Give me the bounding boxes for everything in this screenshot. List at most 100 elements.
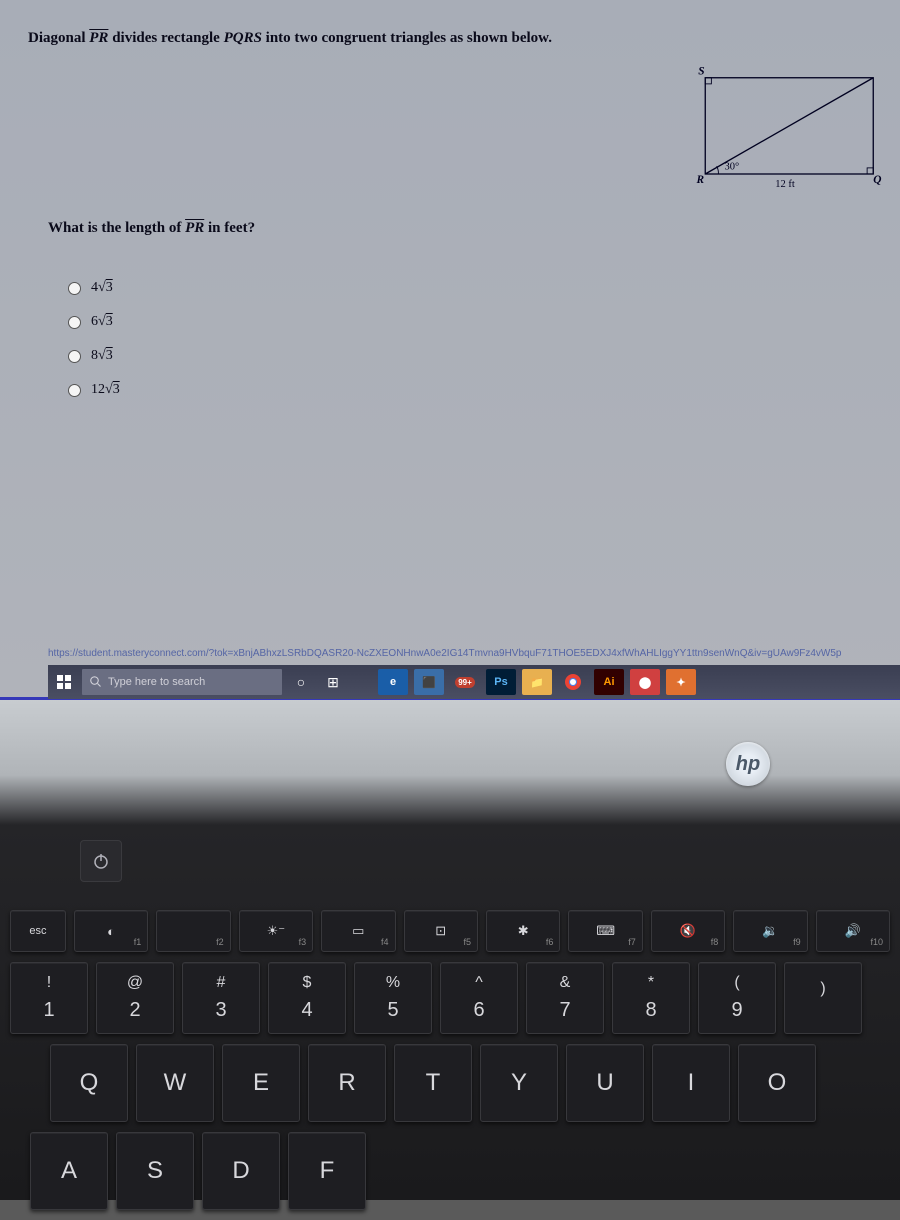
sq-prefix: What is the length of bbox=[48, 220, 185, 236]
radio-icon[interactable] bbox=[68, 350, 81, 363]
label-r: R bbox=[696, 174, 705, 186]
key-f8[interactable]: 🔇f8 bbox=[651, 910, 725, 952]
key-6[interactable]: ^6 bbox=[440, 962, 518, 1034]
key-F[interactable]: F bbox=[288, 1132, 366, 1210]
key-O[interactable]: O bbox=[738, 1044, 816, 1122]
fn-row: esc◐f1f2☀⁻f3▭f4⊡f5✱f6⌨f7🔇f8🔉f9🔊f10 bbox=[10, 910, 890, 952]
search-placeholder: Type here to search bbox=[108, 676, 205, 688]
app-orange[interactable]: ✦ bbox=[666, 669, 696, 695]
key-I[interactable]: I bbox=[652, 1044, 730, 1122]
coef: 4 bbox=[91, 280, 98, 295]
store-app[interactable]: ⬛ bbox=[414, 669, 444, 695]
key-3[interactable]: #3 bbox=[182, 962, 260, 1034]
question-area: Diagonal PR divides rectangle PQRS into … bbox=[0, 0, 900, 65]
q-suffix: into two congruent triangles as shown be… bbox=[262, 30, 552, 46]
key-5[interactable]: %5 bbox=[354, 962, 432, 1034]
key-E[interactable]: E bbox=[222, 1044, 300, 1122]
option-label: 12√3 bbox=[91, 382, 120, 398]
option-c[interactable]: 8√3 bbox=[68, 348, 120, 364]
key-R[interactable]: R bbox=[308, 1044, 386, 1122]
angle-label: 30° bbox=[725, 162, 740, 173]
key-S[interactable]: S bbox=[116, 1132, 194, 1210]
radio-icon[interactable] bbox=[68, 316, 81, 329]
key-T[interactable]: T bbox=[394, 1044, 472, 1122]
rad: 3 bbox=[106, 280, 113, 295]
question-text: Diagonal PR divides rectangle PQRS into … bbox=[28, 30, 872, 47]
key-f7[interactable]: ⌨f7 bbox=[568, 910, 642, 952]
sub-question: What is the length of PR in feet? bbox=[48, 220, 255, 237]
key-f9[interactable]: 🔉f9 bbox=[733, 910, 807, 952]
key-[interactable]: ) bbox=[784, 962, 862, 1034]
rad: 3 bbox=[113, 382, 120, 397]
edge-app[interactable]: e bbox=[378, 669, 408, 695]
sq-suffix: in feet? bbox=[204, 220, 255, 236]
answer-options: 4√3 6√3 8√3 12√3 bbox=[68, 280, 120, 416]
label-q: Q bbox=[873, 174, 881, 186]
key-1[interactable]: !1 bbox=[10, 962, 88, 1034]
q-prefix: Diagonal bbox=[28, 30, 89, 46]
key-f10[interactable]: 🔊f10 bbox=[816, 910, 890, 952]
key-esc[interactable]: esc bbox=[10, 910, 66, 952]
key-f1[interactable]: ◐f1 bbox=[74, 910, 148, 952]
coef: 6 bbox=[91, 314, 98, 329]
app-red[interactable]: ⬤ bbox=[630, 669, 660, 695]
illustrator-app[interactable]: Ai bbox=[594, 669, 624, 695]
option-b[interactable]: 6√3 bbox=[68, 314, 120, 330]
key-f6[interactable]: ✱f6 bbox=[486, 910, 560, 952]
screen-content: Diagonal PR divides rectangle PQRS into … bbox=[0, 0, 900, 700]
taskbar-search[interactable]: Type here to search bbox=[82, 669, 282, 695]
taskview-icon[interactable]: ⊞ bbox=[320, 669, 346, 695]
chrome-app[interactable] bbox=[558, 669, 588, 695]
key-7[interactable]: &7 bbox=[526, 962, 604, 1034]
mail-badge: 99+ bbox=[455, 677, 475, 688]
length-label: 12 ft bbox=[775, 179, 795, 190]
coef: 12 bbox=[91, 382, 105, 397]
files-app[interactable]: 📁 bbox=[522, 669, 552, 695]
q-pr: PR bbox=[89, 30, 108, 46]
chrome-icon bbox=[564, 673, 582, 691]
key-A[interactable]: A bbox=[30, 1132, 108, 1210]
option-a[interactable]: 4√3 bbox=[68, 280, 120, 296]
keyboard: esc◐f1f2☀⁻f3▭f4⊡f5✱f6⌨f7🔇f8🔉f9🔊f10 !1@2#… bbox=[0, 910, 900, 1220]
coef: 8 bbox=[91, 348, 98, 363]
option-label: 6√3 bbox=[91, 314, 113, 330]
key-2[interactable]: @2 bbox=[96, 962, 174, 1034]
option-label: 8√3 bbox=[91, 348, 113, 364]
start-button[interactable] bbox=[52, 670, 76, 694]
option-label: 4√3 bbox=[91, 280, 113, 296]
key-f5[interactable]: ⊡f5 bbox=[404, 910, 478, 952]
key-9[interactable]: (9 bbox=[698, 962, 776, 1034]
hp-logo: hp bbox=[726, 742, 770, 786]
windows-icon bbox=[57, 675, 71, 689]
rad: 3 bbox=[106, 314, 113, 329]
mail-app[interactable]: 99+ bbox=[450, 669, 480, 695]
rectangle-diagram: S R Q 30° 12 ft bbox=[674, 62, 894, 202]
power-icon bbox=[92, 852, 110, 870]
option-d[interactable]: 12√3 bbox=[68, 382, 120, 398]
radio-icon[interactable] bbox=[68, 282, 81, 295]
num-row: !1@2#3$4%5^6&7*8(9) bbox=[10, 962, 890, 1034]
search-icon bbox=[90, 676, 102, 688]
label-s: S bbox=[698, 65, 704, 77]
radio-icon[interactable] bbox=[68, 384, 81, 397]
key-W[interactable]: W bbox=[136, 1044, 214, 1122]
cortana-icon[interactable]: ○ bbox=[288, 669, 314, 695]
url-tooltip: https://student.masteryconnect.com/?tok=… bbox=[48, 648, 900, 659]
key-4[interactable]: $4 bbox=[268, 962, 346, 1034]
sq-pr: PR bbox=[185, 220, 204, 236]
q-pqrs: PQRS bbox=[224, 30, 262, 46]
power-button[interactable] bbox=[80, 840, 122, 882]
key-f3[interactable]: ☀⁻f3 bbox=[239, 910, 313, 952]
windows-taskbar[interactable]: Type here to search ○ ⊞ e ⬛ 99+ Ps 📁 Ai … bbox=[48, 665, 900, 699]
key-f4[interactable]: ▭f4 bbox=[321, 910, 395, 952]
qwerty-row-2: ASDF bbox=[30, 1132, 890, 1210]
key-D[interactable]: D bbox=[202, 1132, 280, 1210]
photoshop-app[interactable]: Ps bbox=[486, 669, 516, 695]
key-U[interactable]: U bbox=[566, 1044, 644, 1122]
key-Y[interactable]: Y bbox=[480, 1044, 558, 1122]
key-f2[interactable]: f2 bbox=[156, 910, 230, 952]
q-mid: divides rectangle bbox=[108, 30, 223, 46]
key-Q[interactable]: Q bbox=[50, 1044, 128, 1122]
qwerty-row-1: QWERTYUIO bbox=[50, 1044, 890, 1122]
key-8[interactable]: *8 bbox=[612, 962, 690, 1034]
